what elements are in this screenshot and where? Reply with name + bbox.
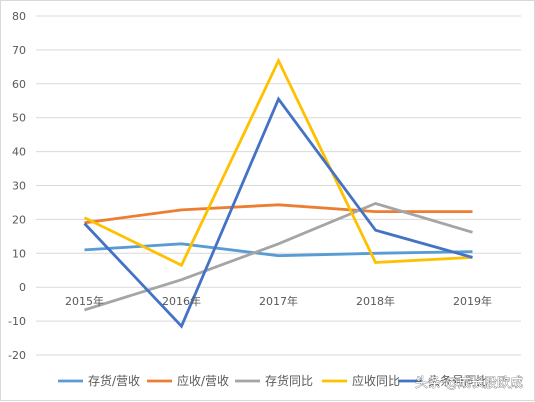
y-tick-label: 0 xyxy=(19,281,26,294)
series-lines xyxy=(83,57,473,329)
x-tick-label: 2015年 xyxy=(65,294,104,308)
legend-label-0: 存货/营收 xyxy=(88,373,140,388)
y-axis-ticks: -20 -10 0 10 20 30 40 50 60 70 80 xyxy=(8,10,26,362)
x-tick-label: 2019年 xyxy=(453,294,492,308)
x-tick-label: 2018年 xyxy=(356,294,395,308)
y-tick-label: 20 xyxy=(12,213,26,226)
y-tick-label: 10 xyxy=(12,247,26,260)
series-line-1 xyxy=(84,203,473,225)
legend-label-3: 应收同比 xyxy=(352,373,400,388)
y-tick-label: 60 xyxy=(12,78,26,91)
y-tick-label: 40 xyxy=(12,146,26,159)
x-tick-label: 2016年 xyxy=(162,294,201,308)
series-line-0 xyxy=(84,242,473,258)
x-tick-label: 2017年 xyxy=(259,294,298,308)
y-tick-label: 50 xyxy=(12,112,26,125)
legend: 存货/营收 应收/营收 存货同比 应收同比 头条号同比 xyxy=(58,373,488,388)
legend-label-2: 存货同比 xyxy=(265,373,313,388)
legend-label-1: 应收/营收 xyxy=(177,373,229,388)
y-tick-label: -20 xyxy=(8,349,26,362)
y-tick-label: 70 xyxy=(12,44,26,57)
series-line-4 xyxy=(83,96,473,329)
series-line-2 xyxy=(84,202,473,312)
x-axis-ticks: 2015年 2016年 2017年 2018年 2019年 xyxy=(65,294,492,308)
watermark-text: 头条 @成长股欧成 xyxy=(415,375,523,391)
gridlines xyxy=(36,15,521,356)
y-tick-label: 80 xyxy=(12,10,26,23)
y-tick-label: 30 xyxy=(12,180,26,193)
series-line-3 xyxy=(83,57,473,268)
y-tick-label: -10 xyxy=(8,315,26,328)
legend-label-4: 头条号同比 xyxy=(428,374,488,388)
